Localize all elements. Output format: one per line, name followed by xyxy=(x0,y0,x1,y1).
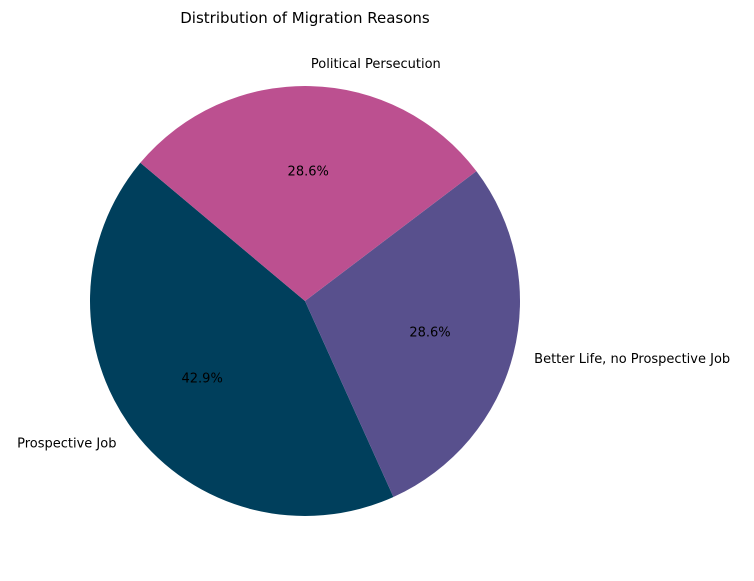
chart-title: Distribution of Migration Reasons xyxy=(180,9,430,27)
pie-labels: Prospective Job 42.9% Better Life, no Pros… xyxy=(17,57,730,451)
slice-percent-2: 28.6% xyxy=(288,165,329,180)
pie-slice-1 xyxy=(305,171,520,497)
pie-slice-0 xyxy=(90,162,394,516)
slice-label-1: Better Life, no Prospective Job xyxy=(534,352,730,367)
slice-label-2: Political Persecution xyxy=(311,57,441,72)
slice-label-0: Prospective Job xyxy=(17,436,116,451)
pie-slice-2 xyxy=(140,86,477,302)
pie-slices xyxy=(90,86,520,516)
slice-percent-0: 42.9% xyxy=(182,371,223,386)
slice-percent-1: 28.6% xyxy=(409,325,450,340)
